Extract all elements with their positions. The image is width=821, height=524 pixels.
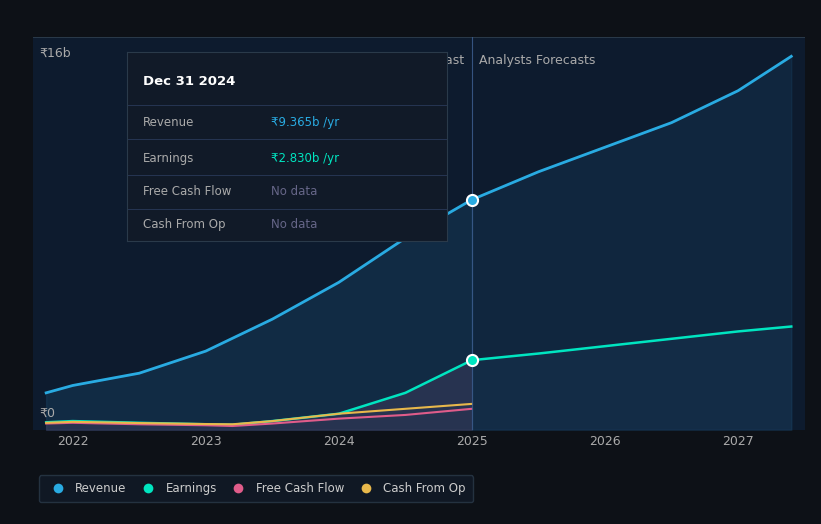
Text: ₹0: ₹0 xyxy=(39,407,56,420)
Text: Revenue: Revenue xyxy=(144,116,195,129)
Text: Analysts Forecasts: Analysts Forecasts xyxy=(479,54,595,67)
Text: Past: Past xyxy=(439,54,466,67)
Text: Dec 31 2024: Dec 31 2024 xyxy=(144,75,236,88)
Text: No data: No data xyxy=(272,185,318,199)
Text: ₹2.830b /yr: ₹2.830b /yr xyxy=(272,151,339,165)
Text: Earnings: Earnings xyxy=(144,151,195,165)
Legend: Revenue, Earnings, Free Cash Flow, Cash From Op: Revenue, Earnings, Free Cash Flow, Cash … xyxy=(39,475,473,503)
Text: Cash From Op: Cash From Op xyxy=(144,217,226,231)
Text: Free Cash Flow: Free Cash Flow xyxy=(144,185,232,199)
Text: ₹16b: ₹16b xyxy=(39,47,71,60)
Text: ₹9.365b /yr: ₹9.365b /yr xyxy=(272,116,340,129)
Text: No data: No data xyxy=(272,217,318,231)
